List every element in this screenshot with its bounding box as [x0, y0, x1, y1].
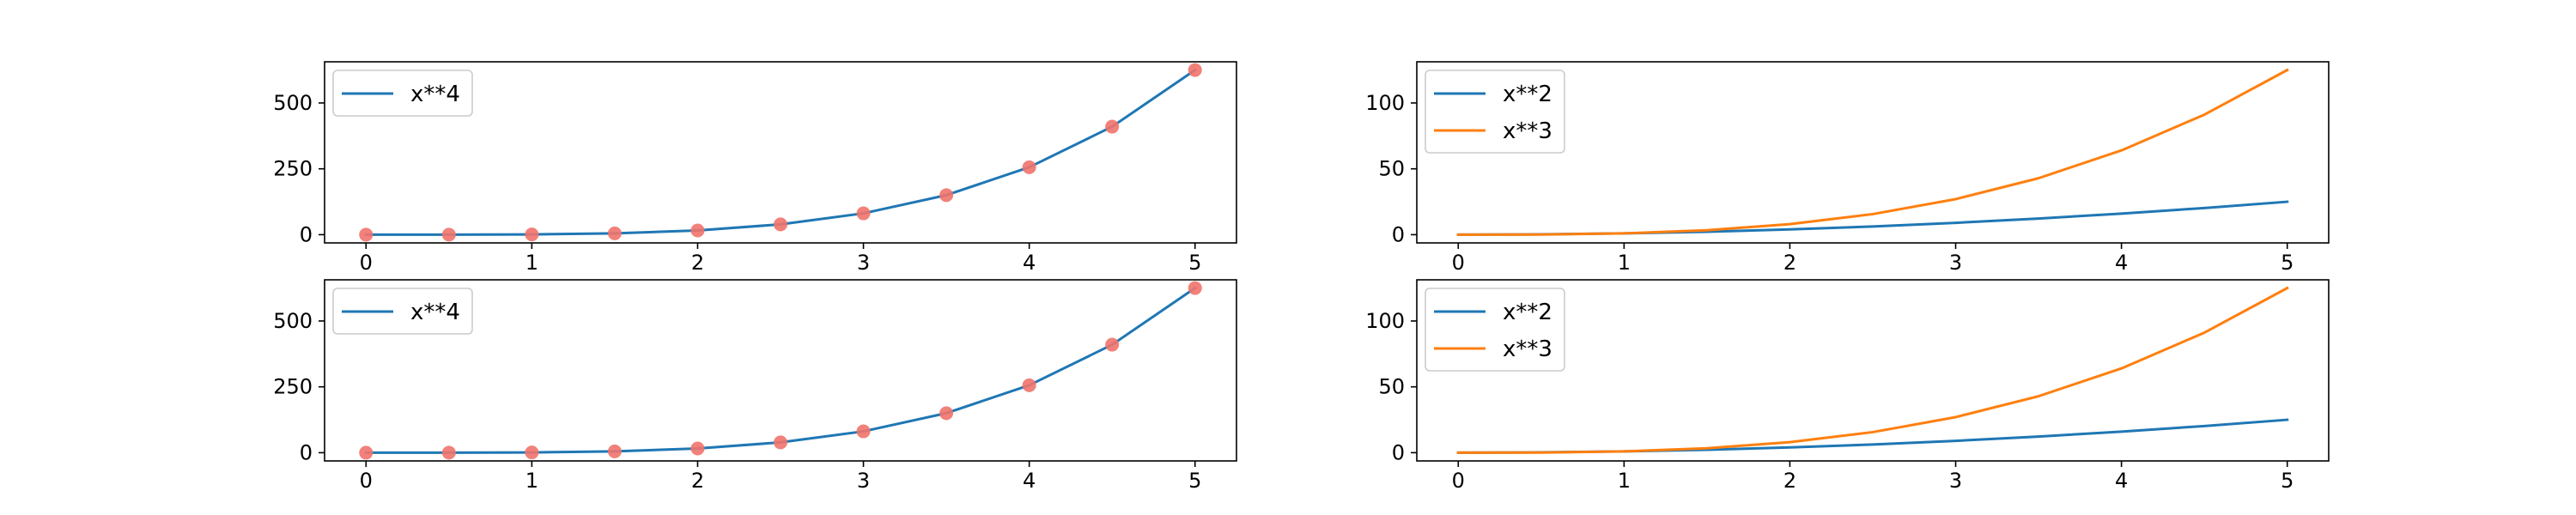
- x-tick-label: 5: [2281, 251, 2293, 275]
- series-line-1: [1456, 418, 2289, 454]
- x-tick-label: 4: [1023, 469, 1036, 493]
- data-point: [690, 441, 705, 456]
- series-line-1: [1456, 200, 2289, 236]
- data-point: [359, 445, 374, 460]
- x-tick-label: 3: [857, 469, 870, 493]
- series-line-1: [364, 286, 1197, 454]
- x-tick-label: 4: [2115, 251, 2128, 275]
- data-point: [856, 206, 871, 221]
- data-point: [1105, 337, 1120, 352]
- x-tick-label: 0: [360, 251, 373, 275]
- x-tick-label: 0: [1452, 251, 1465, 275]
- data-point: [441, 227, 456, 242]
- data-point: [690, 223, 705, 238]
- y-tick-label: 0: [300, 440, 313, 464]
- series-line-2: [1456, 286, 2289, 454]
- y-tick-label: 500: [273, 91, 313, 115]
- legend-label: x**3: [1503, 336, 1552, 362]
- x-tick-label: 0: [360, 469, 373, 493]
- x-tick-label: 0: [1452, 469, 1465, 493]
- data-point: [939, 406, 954, 421]
- data-point: [1188, 63, 1202, 77]
- y-tick-label: 0: [1392, 440, 1405, 464]
- subplot-3: 0 1 2 3 4 5 0 250 500 x**4: [273, 279, 1237, 493]
- data-point: [441, 445, 456, 460]
- y-tick-label: 500: [273, 309, 313, 333]
- y-tick-label: 250: [273, 157, 313, 181]
- axes-frame: [324, 61, 1237, 244]
- legend-box: [332, 288, 473, 335]
- x-tick-label: 1: [526, 251, 538, 275]
- series-line-2: [1456, 68, 2289, 236]
- x-tick-label: 5: [2281, 469, 2293, 493]
- x-tick-label: 2: [1783, 469, 1796, 493]
- data-point: [607, 444, 622, 458]
- y-tick-label: 50: [1378, 157, 1405, 181]
- y-tick-label: 0: [1392, 222, 1405, 246]
- y-tick-label: 250: [273, 375, 313, 399]
- legend-label: x**2: [1503, 300, 1552, 325]
- y-tick-label: 0: [300, 222, 313, 246]
- x-tick-label: 2: [691, 469, 704, 493]
- x-tick-label: 4: [2115, 469, 2128, 493]
- data-point: [1022, 160, 1036, 174]
- legend-box: [1425, 70, 1565, 154]
- series-line-1: [364, 68, 1197, 236]
- data-point: [1188, 281, 1202, 295]
- legend-label: x**3: [1503, 118, 1552, 144]
- x-tick-label: 3: [1949, 469, 1962, 493]
- data-point: [1022, 378, 1036, 392]
- data-point: [607, 226, 622, 240]
- x-tick-label: 4: [1023, 251, 1036, 275]
- x-tick-label: 5: [1188, 469, 1201, 493]
- legend-box: [1425, 288, 1565, 372]
- legend-box: [332, 70, 473, 117]
- y-tick-label: 50: [1378, 375, 1405, 399]
- legend-label: x**4: [410, 300, 460, 325]
- legend-label: x**2: [1503, 82, 1552, 107]
- x-tick-label: 2: [691, 251, 704, 275]
- x-tick-label: 3: [857, 251, 870, 275]
- x-tick-label: 3: [1949, 251, 1962, 275]
- axes-frame: [1416, 279, 2330, 462]
- legend-label: x**4: [410, 82, 460, 107]
- axes-frame: [1416, 61, 2330, 244]
- data-point: [359, 227, 374, 242]
- data-point: [856, 424, 871, 439]
- x-tick-label: 2: [1783, 251, 1796, 275]
- x-tick-label: 1: [1618, 469, 1631, 493]
- data-point: [774, 217, 787, 232]
- x-tick-label: 1: [1618, 251, 1631, 275]
- data-point: [525, 227, 539, 242]
- axes-frame: [324, 279, 1237, 462]
- x-tick-label: 5: [1188, 251, 1201, 275]
- y-tick-label: 100: [1365, 309, 1405, 333]
- data-point: [1105, 119, 1120, 134]
- data-point: [774, 435, 787, 450]
- subplot-1: 0 1 2 3 4 5 0 250 500 x**4: [273, 61, 1237, 275]
- x-tick-label: 1: [526, 469, 538, 493]
- data-point: [939, 188, 954, 203]
- y-tick-label: 100: [1365, 91, 1405, 115]
- data-point: [525, 445, 539, 460]
